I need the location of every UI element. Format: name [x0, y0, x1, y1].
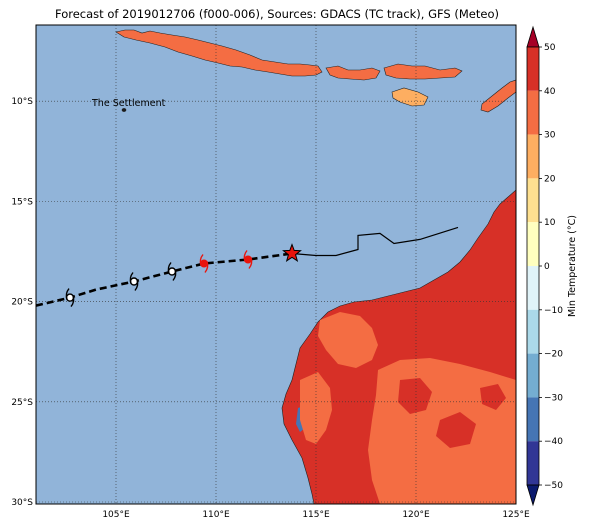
- colorbar-tick-label: 10: [544, 218, 556, 228]
- forecast-track-line: [36, 252, 293, 307]
- place-label: The Settlement: [91, 98, 166, 109]
- colorbar-bin: [527, 134, 539, 179]
- colorbar-bin: [527, 353, 539, 398]
- map-frame: [35, 24, 517, 505]
- colorbar-tick-label: 20: [544, 174, 556, 184]
- colorbar-tick-label: 50: [544, 43, 556, 53]
- current-position-star-icon: [282, 243, 302, 262]
- lat-tick-label: 10°S: [11, 97, 33, 107]
- map-area: The Settlement 105°E 110°E 115°E 120°E 125°E…: [11, 24, 530, 520]
- lon-tick-label: 125°E: [502, 510, 530, 520]
- cyclone-symbol-icon: [167, 262, 177, 281]
- observed-track-line: [291, 226, 459, 257]
- colorbar-max-extension: [526, 25, 540, 48]
- cyclone-symbol-icon: [199, 254, 209, 273]
- colorbar-bin: [527, 397, 539, 442]
- lon-tick-label: 120°E: [402, 510, 430, 520]
- lon-tick-label: 115°E: [302, 510, 330, 520]
- timor-island: [480, 79, 516, 113]
- sumba-island: [391, 87, 429, 107]
- lon-tick-label: 105°E: [102, 510, 130, 520]
- sumbawa-island: [325, 65, 381, 81]
- lon-tick-label: 110°E: [202, 510, 230, 520]
- colorbar-bin: [527, 266, 539, 310]
- lat-tick-label: 15°S: [11, 197, 33, 207]
- java-island: [115, 29, 323, 77]
- forecast-points: [65, 250, 253, 308]
- colorbar-tick-label: −30: [544, 393, 563, 403]
- lat-tick-label: 20°S: [11, 298, 33, 308]
- cyclone-symbol-icon: [243, 250, 253, 269]
- colorbar-tick-label: 40: [544, 87, 556, 97]
- cyclone-symbol-icon: [129, 272, 139, 291]
- axis-tick-labels: 105°E 110°E 115°E 120°E 125°E 10°S 15°S 20°S 25°…: [11, 97, 530, 520]
- colorbar-min-extension: [526, 484, 540, 507]
- colorbar-label: Min Temperature (°C): [567, 215, 578, 317]
- colorbar-tick-label: 0: [544, 262, 550, 272]
- colorbar-tick-label: −10: [544, 306, 563, 316]
- colorbar-tick-label: 30: [544, 131, 556, 141]
- flores-island: [383, 63, 463, 80]
- colorbar-tick-label: −20: [544, 350, 563, 360]
- colorbar-bin: [527, 178, 539, 223]
- colorbar-bin: [527, 47, 539, 91]
- colorbar-tick-label: −50: [544, 481, 563, 491]
- colorbar: 50 40 30 20 10 0 −10 −20 −30 −40 −50 Min Temperatu…: [526, 25, 578, 507]
- cyclone-symbol-icon: [65, 288, 75, 308]
- figure-title: Forecast of 2019012706 (f000-006), Sourc…: [55, 7, 499, 21]
- lat-tick-label: 25°S: [11, 398, 33, 408]
- map-gridlines: [36, 25, 516, 504]
- colorbar-bin: [527, 222, 539, 266]
- lat-tick-label: 30°S: [11, 498, 33, 508]
- hot-temperature-patches: [398, 378, 506, 448]
- colorbar-bin: [527, 90, 539, 135]
- colorbar-bin: [527, 441, 539, 485]
- christmas-island: [121, 108, 127, 112]
- colorbar-tick-label: −40: [544, 437, 563, 447]
- colorbar-bin: [527, 309, 539, 354]
